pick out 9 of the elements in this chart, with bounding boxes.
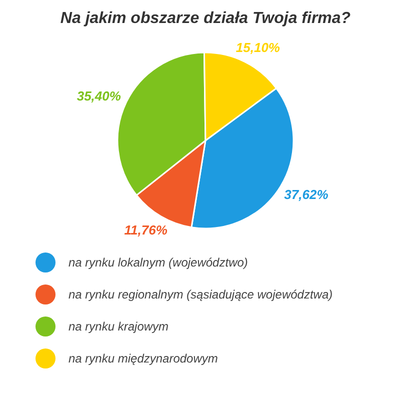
legend-label: na rynku regionalnym (sąsiadujące województwa): [68, 288, 333, 302]
data-label: 15,10%: [236, 40, 280, 55]
data-label: 35,40%: [76, 88, 122, 104]
legend-label: na rynku międzynarodowym: [68, 352, 218, 366]
data-label: 37,62%: [284, 187, 329, 202]
chart-title: Na jakim obszarze działa Twoja firma?: [60, 10, 351, 27]
legend-label: na rynku krajowym: [68, 320, 169, 334]
legend-label: na rynku lokalnym (województwo): [68, 256, 248, 270]
data-label: 11,76%: [124, 222, 168, 238]
